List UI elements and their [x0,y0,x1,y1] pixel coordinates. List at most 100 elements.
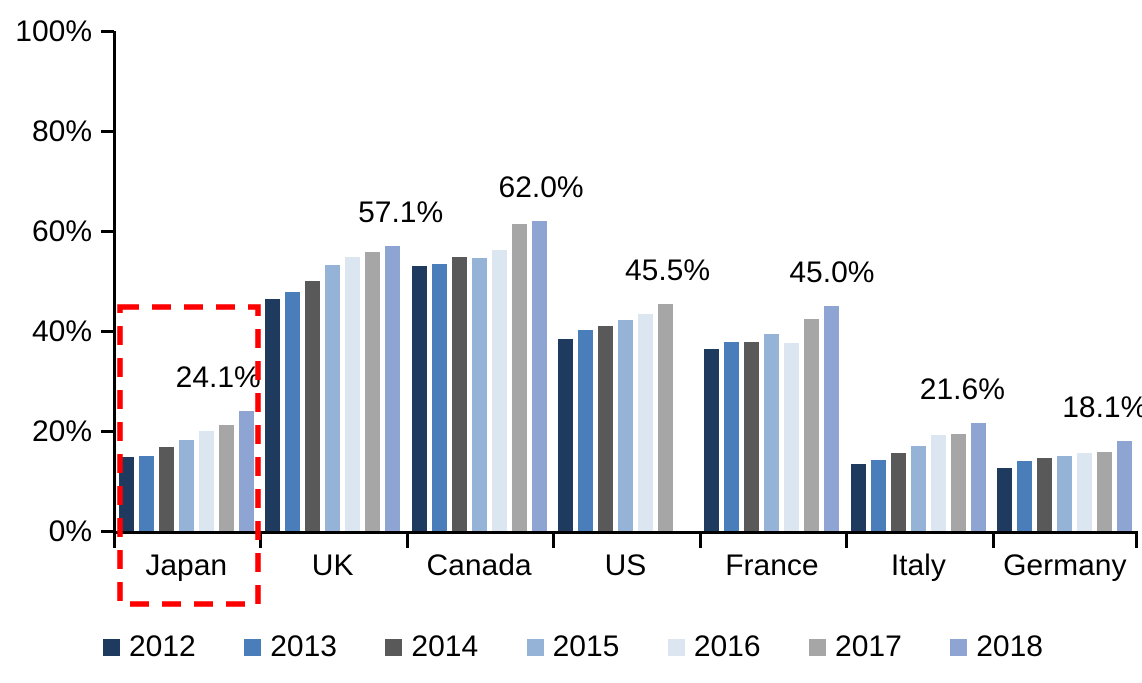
x-axis-label-canada: Canada [426,549,532,582]
legend-item-2017: 2017 [809,630,902,664]
legend-item-2012: 2012 [103,630,196,664]
bar-group-canada: 62.0% [406,26,584,531]
y-axis-label-100: 100% [15,15,92,48]
x-axis-label-germany: Germany [1003,549,1127,582]
bar-canada-2014 [451,256,467,531]
legend-label-2016: 2016 [693,630,761,663]
legend: 2012 2013 2014 2015 2016 2017 2018 [103,626,1043,668]
bar-uk-2013 [285,292,301,531]
bar-group-uk: 57.1% [259,26,443,531]
bar-group-us: 45.5% [552,26,710,531]
bar-uk-2015 [325,265,341,531]
x-axis-tick [405,531,409,548]
data-label-japan: 24.1% [175,360,261,394]
x-axis-tick [845,531,849,548]
bar-canada-2015 [471,257,487,531]
y-axis-tick [101,230,114,233]
x-axis-tick [991,531,995,548]
x-axis-label-japan: Japan [145,549,228,582]
bar-germany-2013 [1017,461,1033,531]
bar-us-2013 [577,330,593,531]
bar-germany-2014 [1037,458,1053,531]
data-label-us: 45.5% [624,253,711,287]
y-axis-tick [101,30,114,33]
legend-swatch-2013 [244,638,262,656]
y-axis-label-60: 60% [31,215,92,248]
bar-us-2014 [597,326,613,531]
x-axis-line [113,531,1138,534]
bar-italy-2015 [910,446,926,531]
x-axis-label-france: France [725,549,819,582]
x-axis-label-italy: Italy [890,549,946,582]
bar-japan-2018 [238,410,254,531]
legend-item-2015: 2015 [526,630,620,664]
bar-italy-2017 [950,434,966,531]
legend-item-2016: 2016 [667,630,761,664]
bar-canada-2017 [511,223,527,531]
legend-label-2012: 2012 [129,630,196,663]
bar-uk-2017 [365,252,381,531]
bar-us-2017 [657,303,673,531]
legend-label-2014: 2014 [411,630,479,663]
x-axis-tick [552,531,556,548]
data-label-france: 45.0% [789,256,875,289]
y-axis-tick [101,130,114,133]
y-axis-label-0: 0% [48,515,92,548]
y-axis-tick [101,530,114,533]
bar-germany-2018 [1117,440,1133,531]
bar-france-2013 [724,342,740,531]
legend-swatch-2015 [526,638,544,656]
bar-group-japan: 24.1% [113,26,261,531]
bar-france-2016 [784,343,800,531]
bar-france-2017 [804,319,820,531]
bar-canada-2016 [491,249,507,531]
bar-uk-2012 [265,299,281,531]
x-axis-label-uk: UK [311,549,354,582]
legend-swatch-2018 [950,638,968,656]
bar-canada-2013 [431,263,447,531]
bar-us-2012 [557,339,573,531]
data-label-germany: 18.1% [1062,390,1142,424]
bar-germany-2017 [1097,452,1113,531]
data-label-canada: 62.0% [498,171,584,204]
x-axis-tick [698,531,702,548]
legend-item-2018: 2018 [950,630,1043,664]
bar-france-2012 [704,349,720,531]
legend-item-2014: 2014 [385,630,478,664]
bar-france-2015 [764,334,780,531]
x-axis-tick [1135,531,1138,548]
bars-uk [259,26,405,531]
bar-us-2016 [637,313,653,531]
bar-italy-2018 [970,423,986,531]
legend-swatch-2017 [809,638,827,656]
bar-germany-2016 [1077,453,1093,531]
x-axis-tick [113,531,116,548]
bar-group-italy: 21.6% [845,26,1005,531]
legend-label-2015: 2015 [552,630,620,663]
legend-swatch-2016 [667,638,685,656]
y-axis-line [113,31,116,534]
bar-uk-2018 [385,245,401,531]
data-label-uk: 57.1% [358,195,444,229]
bar-japan-2015 [178,439,194,531]
legend-swatch-2012 [103,638,120,656]
bar-japan-2012 [118,456,134,531]
bars-italy [845,26,991,531]
bar-france-2018 [824,306,840,531]
bar-italy-2012 [850,464,866,531]
bars-us [552,26,698,531]
bar-group-germany: 18.1% [992,26,1142,531]
bars-japan [113,26,259,531]
bar-japan-2017 [218,424,234,531]
bar-italy-2014 [890,453,906,531]
bar-canada-2018 [531,221,547,531]
x-axis-tick [259,531,263,548]
bar-italy-2013 [870,460,886,531]
bar-japan-2013 [138,455,154,531]
bar-france-2014 [744,342,760,531]
bars-germany [992,26,1138,531]
y-axis-label-20: 20% [31,415,92,448]
legend-label-2018: 2018 [976,630,1043,663]
legend-label-2017: 2017 [835,630,902,663]
